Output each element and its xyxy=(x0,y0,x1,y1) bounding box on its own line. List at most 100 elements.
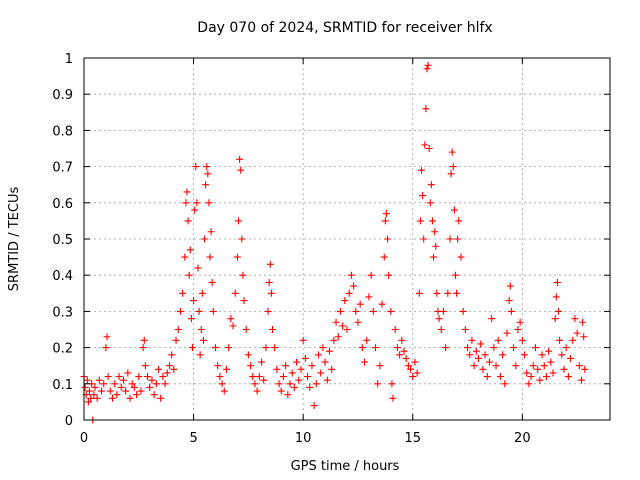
data-point xyxy=(222,365,230,373)
data-point xyxy=(155,365,163,373)
data-point xyxy=(361,358,369,366)
data-point xyxy=(496,373,504,381)
data-point xyxy=(435,315,443,323)
data-point xyxy=(119,376,127,384)
data-point xyxy=(258,358,266,366)
data-point xyxy=(284,391,292,399)
data-point xyxy=(290,383,298,391)
data-point xyxy=(350,282,358,290)
data-point xyxy=(481,351,489,359)
data-point xyxy=(152,380,160,388)
data-point xyxy=(87,394,95,402)
data-point xyxy=(209,307,217,315)
data-point xyxy=(328,365,336,373)
data-point xyxy=(218,380,226,388)
data-point xyxy=(402,354,410,362)
data-point xyxy=(516,318,524,326)
data-point xyxy=(477,340,485,348)
data-point xyxy=(423,65,431,73)
data-point xyxy=(100,380,108,388)
data-point xyxy=(83,376,91,384)
data-point xyxy=(439,307,447,315)
data-point xyxy=(267,289,275,297)
data-point xyxy=(553,278,561,286)
data-point xyxy=(229,322,237,330)
data-point xyxy=(265,278,273,286)
data-point xyxy=(205,199,213,207)
data-point xyxy=(165,362,173,370)
data-point xyxy=(525,380,533,388)
y-tick-label: 0.4 xyxy=(52,269,73,284)
data-point xyxy=(381,217,389,225)
axis-ticks: 00.10.20.30.40.50.60.70.80.910 5 10 15 20 xyxy=(52,52,610,446)
data-point xyxy=(485,358,493,366)
x-tick-label: 10 xyxy=(295,431,312,446)
data-point xyxy=(185,271,193,279)
data-point xyxy=(578,376,586,384)
data-point xyxy=(448,148,456,156)
data-point xyxy=(552,293,560,301)
data-point xyxy=(239,271,247,279)
data-point xyxy=(297,365,305,373)
data-point xyxy=(286,380,294,388)
data-point xyxy=(268,326,276,333)
y-tick-label: 0.1 xyxy=(52,378,73,393)
data-point xyxy=(140,336,148,344)
data-point xyxy=(466,351,474,359)
data-point xyxy=(416,217,424,225)
data-point xyxy=(220,387,228,395)
data-point xyxy=(393,344,401,352)
data-point xyxy=(409,373,417,381)
data-point xyxy=(157,394,165,402)
data-point xyxy=(262,344,270,352)
data-point xyxy=(339,322,347,330)
data-point xyxy=(490,344,498,352)
data-point xyxy=(442,344,450,352)
data-point xyxy=(464,344,472,352)
data-point xyxy=(479,365,487,373)
data-point xyxy=(376,362,384,370)
data-point xyxy=(536,376,544,384)
data-point xyxy=(419,192,427,200)
data-point xyxy=(279,373,287,381)
data-point xyxy=(446,235,454,243)
data-point xyxy=(181,253,189,261)
data-point xyxy=(503,329,511,337)
data-point xyxy=(396,351,404,359)
data-point xyxy=(212,344,219,352)
data-point xyxy=(507,307,515,315)
data-point xyxy=(453,289,461,297)
data-point xyxy=(347,271,355,279)
data-point xyxy=(137,387,145,395)
data-point xyxy=(521,351,529,359)
y-tick-label: 0.7 xyxy=(52,161,73,176)
data-point xyxy=(299,336,307,344)
data-point xyxy=(398,336,406,344)
data-point xyxy=(534,365,542,373)
data-point xyxy=(295,376,303,384)
data-point xyxy=(319,344,327,352)
data-point xyxy=(407,365,415,373)
data-point xyxy=(472,347,480,355)
data-point xyxy=(135,373,143,381)
data-point xyxy=(404,362,412,370)
data-point xyxy=(510,344,518,352)
data-point xyxy=(304,373,312,381)
data-point xyxy=(238,235,246,243)
data-point xyxy=(111,380,119,388)
data-point xyxy=(126,394,134,402)
data-point xyxy=(176,307,184,315)
data-point xyxy=(81,383,89,391)
data-point xyxy=(382,210,390,218)
data-point xyxy=(84,398,92,406)
data-point xyxy=(365,293,373,301)
data-point xyxy=(330,336,338,344)
data-point xyxy=(461,326,469,333)
y-tick-label: 0 xyxy=(65,414,73,429)
data-point xyxy=(554,307,562,315)
data-point xyxy=(569,336,577,344)
data-point xyxy=(108,394,116,402)
data-point xyxy=(242,326,250,333)
grid-lines xyxy=(84,58,610,420)
data-point xyxy=(542,373,550,381)
